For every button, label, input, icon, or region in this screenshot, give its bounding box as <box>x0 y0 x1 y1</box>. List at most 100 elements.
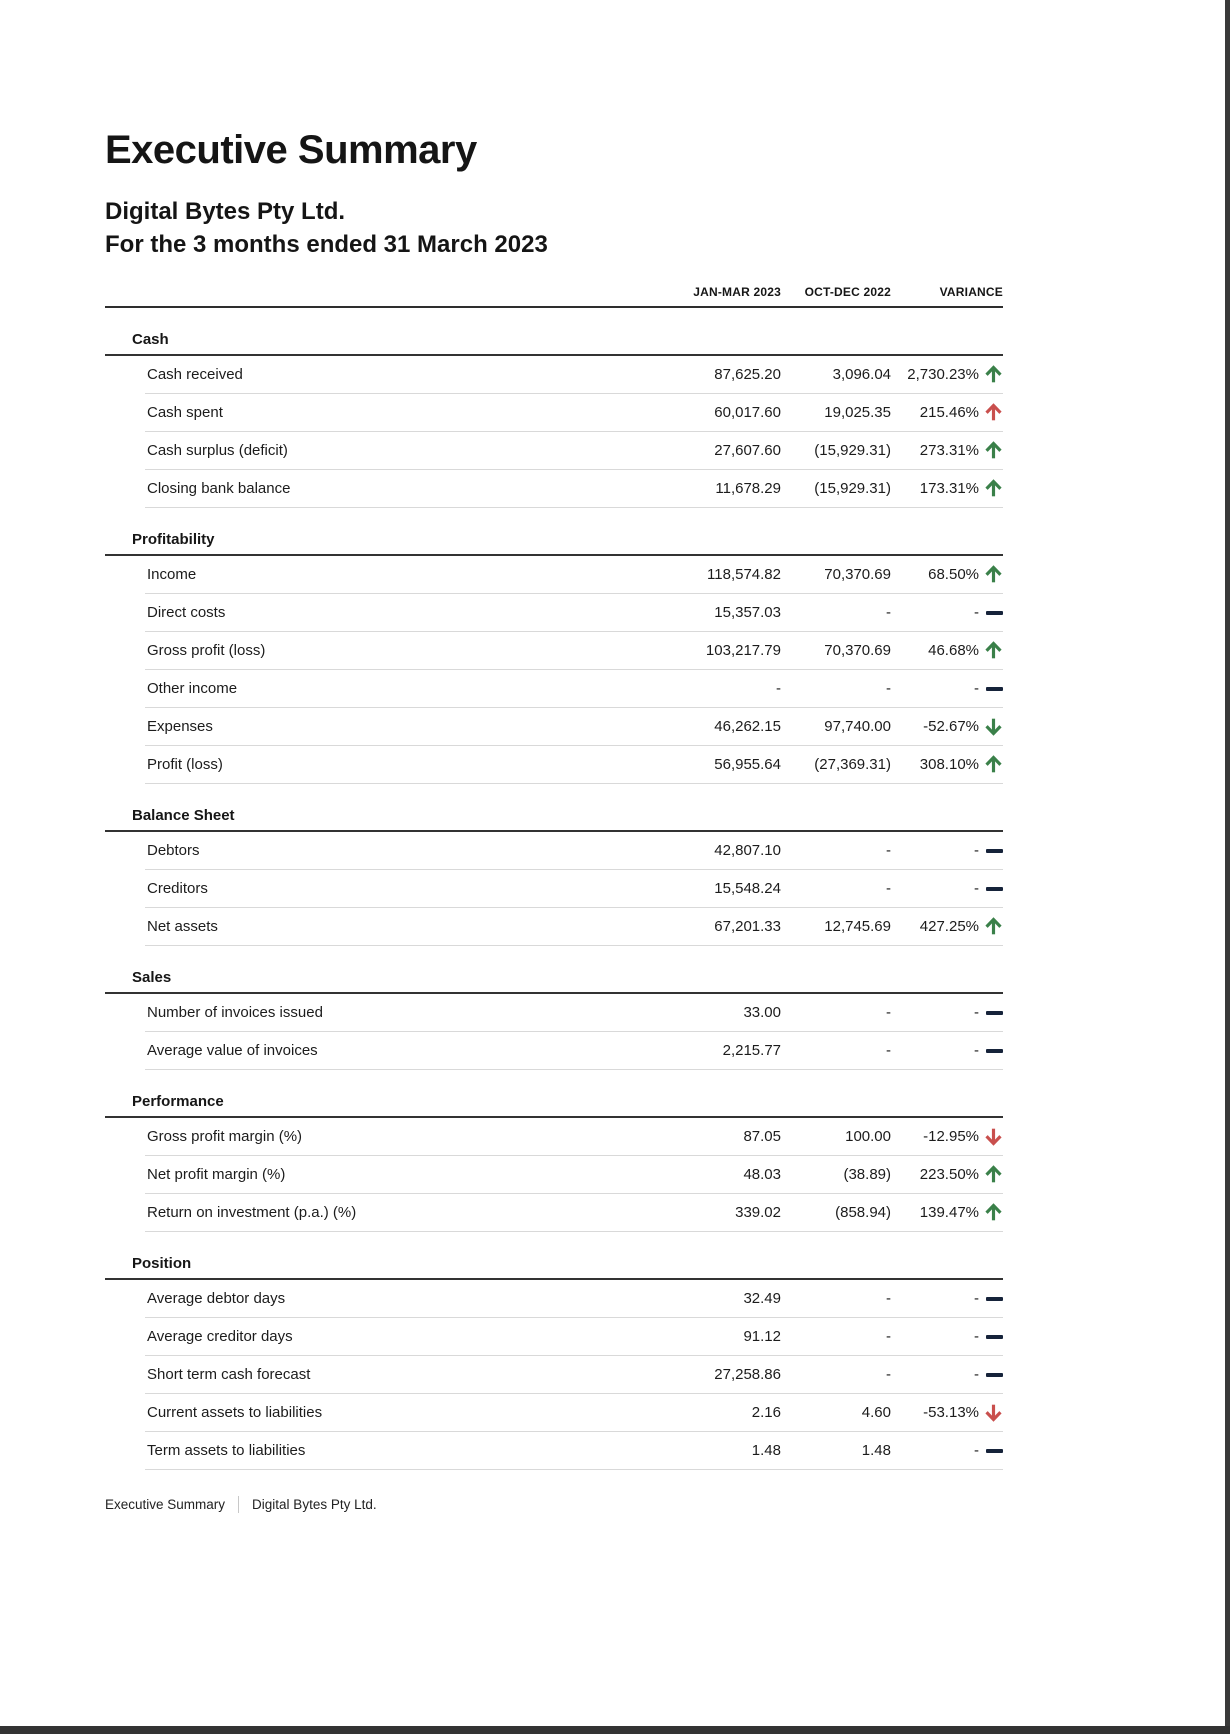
value-variance: 173.31% <box>919 480 979 498</box>
section-cash: Cash Cash received 87,625.20 3,096.04 2,730.… <box>105 323 1003 509</box>
table-row: Gross profit (loss) 103,217.79 70,370.69 46… <box>145 632 1003 671</box>
variance-indicator <box>979 1334 1003 1339</box>
value-variance: -53.13% <box>923 1404 979 1422</box>
arrow-up-icon <box>985 441 1002 459</box>
row-label: Other income <box>147 680 238 698</box>
section-balance-sheet: Balance Sheet Debtors 42,807.10- - Creditors… <box>105 799 1003 947</box>
table-row: Expenses 46,262.15 97,740.00 -52.67% <box>145 708 1003 747</box>
company-name: Digital Bytes Pty Ltd. <box>105 198 346 225</box>
variance-indicator <box>979 1372 1003 1377</box>
value-variance: 427.25% <box>919 918 979 936</box>
summary-table: JAN-MAR 2023 OCT-DEC 2022 VARIANCE Cash C… <box>105 285 1003 1471</box>
section-title: Performance <box>105 1085 1003 1119</box>
window-bottom-edge <box>0 1726 1230 1734</box>
value-prior-period: 1.48 <box>861 1442 891 1460</box>
value-current-period: 91.12 <box>743 1328 781 1346</box>
row-label: Creditors <box>147 880 208 898</box>
value-prior-period: - <box>886 1290 891 1308</box>
section-title: Position <box>105 1247 1003 1281</box>
variance-indicator <box>979 441 1003 460</box>
value-current-period: 42,807.10 <box>714 842 781 860</box>
report-page: Executive Summary Digital Bytes Pty Ltd.… <box>105 128 1003 1471</box>
value-variance: 2,730.23% <box>907 366 979 384</box>
footer-report-name: Executive Summary <box>105 1497 226 1512</box>
footer-divider <box>238 1496 240 1513</box>
table-row: Number of invoices issued 33.00 - - <box>145 994 1003 1033</box>
variance-indicator <box>979 1165 1003 1184</box>
value-current-period: 87,625.20 <box>714 366 781 384</box>
arrow-up-icon <box>985 641 1002 659</box>
variance-indicator <box>979 565 1003 584</box>
table-row: Cash spent 60,017.60 19,025.35 215.46% <box>145 394 1003 433</box>
table-row: Net profit margin (%) 48.03 (38.89) 223.50% <box>145 1156 1003 1195</box>
value-current-period: 56,955.64 <box>714 756 781 774</box>
table-row: Profit (loss) 56,955.64 (27,369.31) 308.10% <box>145 746 1003 785</box>
value-variance: - <box>974 680 979 698</box>
row-label: Cash surplus (deficit) <box>147 442 288 460</box>
row-label: Current assets to liabilities <box>147 1404 323 1422</box>
value-current-period: 60,017.60 <box>714 404 781 422</box>
table-row: Return on investment (p.a.) (%) 339.02 (85… <box>145 1194 1003 1233</box>
flat-dash-icon <box>986 1448 1003 1453</box>
table-body: Cash Cash received 87,625.20 3,096.04 2,730.… <box>105 323 1003 1471</box>
value-current-period: 15,548.24 <box>714 880 781 898</box>
row-label: Term assets to liabilities <box>147 1442 306 1460</box>
table-header-row: JAN-MAR 2023 OCT-DEC 2022 VARIANCE <box>105 285 1003 309</box>
variance-indicator <box>979 610 1003 615</box>
flat-dash-icon <box>986 848 1003 853</box>
value-variance: 223.50% <box>919 1166 979 1184</box>
value-variance: 46.68% <box>928 642 979 660</box>
value-current-period: 11,678.29 <box>715 480 781 498</box>
arrow-up-icon <box>985 1203 1002 1221</box>
variance-indicator <box>979 1403 1003 1422</box>
value-current-period: 87.05 <box>743 1128 781 1146</box>
value-variance: 308.10% <box>919 756 979 774</box>
value-variance: - <box>974 1442 979 1460</box>
variance-indicator <box>979 1127 1003 1146</box>
value-current-period: 27,258.86 <box>714 1366 781 1384</box>
value-variance: - <box>974 1004 979 1022</box>
value-prior-period: (27,369.31) <box>814 756 891 774</box>
value-variance: 273.31% <box>919 442 979 460</box>
row-label: Expenses <box>147 718 213 736</box>
value-prior-period: - <box>886 604 891 622</box>
page-footer: Executive Summary Digital Bytes Pty Ltd. <box>105 1496 377 1513</box>
variance-indicator <box>979 717 1003 736</box>
section-sales: Sales Number of invoices issued 33.00- - Ave… <box>105 961 1003 1071</box>
table-row: Average creditor days 91.12 - - <box>145 1318 1003 1357</box>
section-title: Sales <box>105 961 1003 995</box>
arrow-down-icon <box>985 1128 1002 1146</box>
row-label: Return on investment (p.a.) (%) <box>147 1204 357 1222</box>
value-variance: - <box>974 1042 979 1060</box>
table-row: Income 118,574.82 70,370.69 68.50% <box>145 556 1003 595</box>
variance-indicator <box>979 1010 1003 1015</box>
value-prior-period: 4.60 <box>861 1404 891 1422</box>
table-row: Closing bank balance 11,678.29 (15,929.31)… <box>145 470 1003 509</box>
value-current-period: 67,201.33 <box>714 918 781 936</box>
value-prior-period: - <box>886 1328 891 1346</box>
value-prior-period: - <box>886 880 891 898</box>
value-prior-period: 70,370.69 <box>824 566 891 584</box>
variance-indicator <box>979 1203 1003 1222</box>
value-prior-period: 12,745.69 <box>824 918 891 936</box>
report-period: For the 3 months ended 31 March 2023 <box>105 231 548 259</box>
column-header-current-period: JAN-MAR 2023 <box>693 285 781 300</box>
section-performance: Performance Gross profit margin (%) 87.05 1… <box>105 1085 1003 1233</box>
column-header-prior-period: OCT-DEC 2022 <box>804 285 891 300</box>
row-label: Net profit margin (%) <box>147 1166 286 1184</box>
value-prior-period: (15,929.31) <box>814 480 891 498</box>
row-label: Direct costs <box>147 604 226 622</box>
value-variance: - <box>974 604 979 622</box>
flat-dash-icon <box>986 1048 1003 1053</box>
value-prior-period: - <box>886 1042 891 1060</box>
table-row: Debtors 42,807.10 - - <box>145 832 1003 871</box>
value-variance: 139.47% <box>919 1204 979 1222</box>
value-variance: -52.67% <box>923 718 979 736</box>
table-row: Average value of invoices 2,215.77 - - <box>145 1032 1003 1071</box>
value-variance: - <box>974 1328 979 1346</box>
arrow-up-icon <box>985 365 1002 383</box>
row-label: Average value of invoices <box>147 1042 318 1060</box>
flat-dash-icon <box>986 1010 1003 1015</box>
variance-indicator <box>979 848 1003 853</box>
arrow-up-icon <box>985 565 1002 583</box>
